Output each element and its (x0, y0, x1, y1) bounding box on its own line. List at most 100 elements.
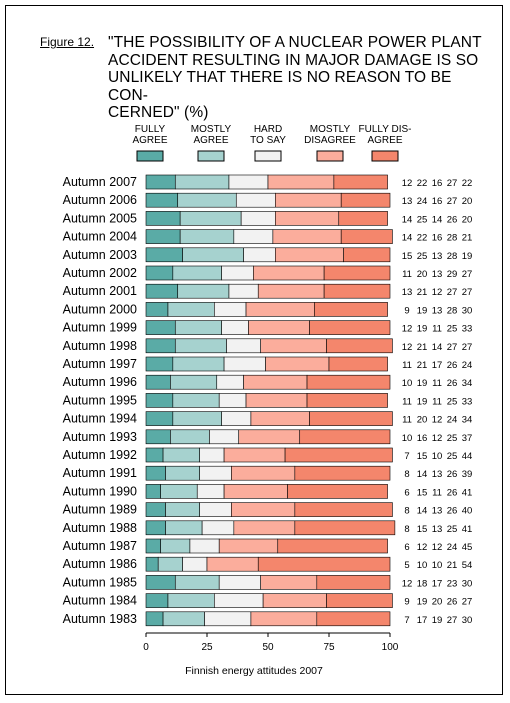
bar-segment (160, 484, 198, 499)
data-label: 13 (402, 196, 413, 207)
bar-segment (145, 229, 181, 244)
data-label: 24 (417, 196, 428, 207)
data-label: 12 (432, 287, 443, 298)
x-tick-label: 100 (382, 642, 399, 653)
bar-segment (326, 338, 393, 354)
data-label: 20 (417, 269, 428, 280)
legend-label: MOSTLY (310, 124, 351, 135)
bar-segment (145, 520, 166, 536)
bar-segment (209, 429, 240, 445)
data-label: 40 (462, 506, 473, 517)
bar-segment (277, 538, 388, 554)
bar-segment (240, 211, 276, 226)
bar-segment (172, 411, 222, 426)
data-label: 8 (404, 524, 409, 535)
bar-segment (221, 265, 254, 281)
legend-label: AGREE (132, 135, 167, 146)
bar-segment (309, 411, 393, 426)
data-label: 39 (462, 469, 473, 480)
data-label: 19 (417, 597, 428, 608)
category-label: Autumn 2007 (63, 175, 137, 189)
bar-segment (199, 465, 232, 481)
bar-segment (340, 229, 393, 244)
data-label: 37 (462, 433, 473, 444)
data-label: 23 (447, 578, 458, 589)
data-label: 11 (402, 360, 412, 371)
bar-segment (248, 320, 310, 335)
data-label: 14 (402, 214, 413, 225)
data-label: 21 (447, 560, 458, 571)
data-label: 13 (432, 305, 443, 316)
data-label: 19 (417, 324, 428, 335)
figure-frame (5, 5, 503, 695)
bar-segment (199, 447, 225, 463)
legend-label: MOSTLY (191, 124, 232, 135)
bar-segment (294, 520, 396, 536)
data-label: 16 (432, 178, 443, 189)
data-label: 19 (432, 615, 443, 626)
bar-segment (145, 247, 183, 263)
category-label: Autumn 1989 (63, 503, 137, 517)
legend-label: FULLY DIS- (359, 124, 412, 135)
data-label: 24 (447, 415, 458, 426)
bar-segment (299, 429, 391, 445)
bar-segment (235, 192, 276, 208)
bar-segment (262, 593, 327, 608)
data-label: 28 (447, 251, 458, 262)
bar-segment (170, 429, 210, 445)
bar-segment (243, 247, 276, 263)
data-label: 12 (432, 542, 443, 553)
category-label: Autumn 1995 (63, 393, 137, 407)
bar-segment (328, 356, 388, 372)
data-label: 27 (462, 287, 473, 298)
bar-segment (145, 593, 169, 608)
data-label: 19 (417, 305, 428, 316)
bar-segment (309, 320, 391, 335)
bar-segment (145, 465, 166, 481)
category-label: Autumn 2004 (63, 230, 137, 244)
category-label: Autumn 1999 (63, 321, 137, 335)
data-label: 13 (402, 287, 413, 298)
data-label: 30 (462, 578, 473, 589)
data-label: 13 (432, 524, 443, 535)
legend-label: FULLY (135, 124, 166, 135)
bar-segment (221, 320, 249, 335)
data-label: 10 (417, 560, 428, 571)
bar-segment (162, 447, 200, 463)
data-label: 16 (417, 433, 428, 444)
data-label: 10 (402, 378, 413, 389)
data-label: 25 (447, 396, 458, 407)
category-label: Autumn 1985 (63, 575, 137, 589)
bar-segment (167, 593, 215, 608)
data-label: 19 (417, 378, 428, 389)
category-label: Autumn 2002 (63, 266, 137, 280)
category-label: Autumn 1983 (63, 612, 137, 626)
bar-segment (340, 192, 391, 208)
bar-segment (145, 374, 171, 390)
category-label: Autumn 2005 (63, 211, 137, 225)
x-tick-label: 75 (323, 642, 335, 653)
bar-segment (231, 465, 296, 481)
bar-segment (260, 338, 327, 354)
bar-segment (294, 502, 393, 517)
bar-segment (174, 320, 222, 335)
bar-segment (145, 411, 174, 426)
bar-segment (265, 356, 330, 372)
data-label: 15 (417, 487, 428, 498)
legend-label: DISAGREE (304, 135, 356, 146)
data-label: 13 (432, 469, 443, 480)
data-label: 27 (447, 196, 458, 207)
x-tick-label: 25 (201, 642, 213, 653)
bar-segment (257, 556, 391, 572)
data-label: 12 (432, 415, 443, 426)
data-label: 14 (417, 506, 428, 517)
bar-segment (243, 374, 308, 390)
data-label: 21 (462, 233, 473, 244)
bar-segment (231, 502, 296, 517)
bar-segment (245, 302, 315, 317)
legend-swatch (371, 150, 399, 162)
bar-segment (284, 447, 393, 463)
data-label: 17 (417, 615, 428, 626)
bar-segment (165, 520, 203, 536)
data-label: 9 (404, 597, 409, 608)
